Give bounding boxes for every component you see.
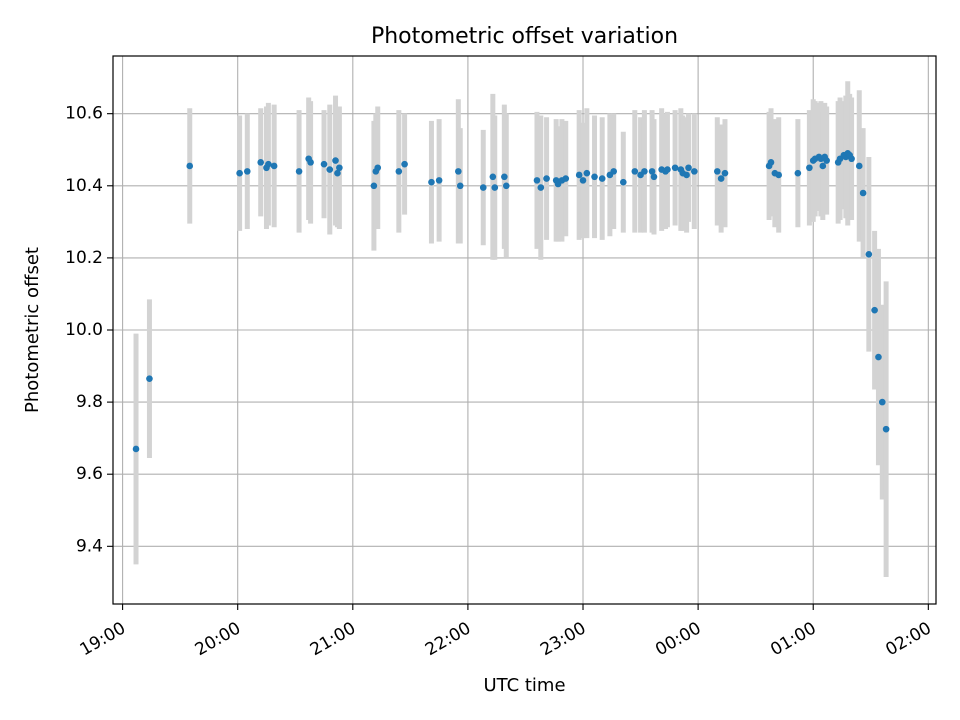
data-point xyxy=(859,189,867,197)
data-point xyxy=(664,166,671,173)
y-tick-label: 10.4 xyxy=(65,176,103,196)
data-point xyxy=(775,171,782,179)
y-tick-label: 9.6 xyxy=(76,464,103,484)
data-point xyxy=(878,398,886,406)
data-point xyxy=(875,353,882,361)
y-tick-label: 9.8 xyxy=(76,392,103,412)
data-point xyxy=(690,168,698,175)
data-point xyxy=(882,425,890,433)
data-point xyxy=(395,168,403,175)
data-point xyxy=(819,162,827,170)
data-point xyxy=(865,250,873,258)
data-point xyxy=(537,184,545,191)
data-point xyxy=(562,175,570,182)
data-point xyxy=(683,171,690,179)
data-points xyxy=(132,150,890,453)
y-tick-label: 10.6 xyxy=(65,104,103,124)
data-point xyxy=(648,168,656,175)
data-point xyxy=(243,168,251,175)
y-tick-label: 10.2 xyxy=(65,248,103,268)
data-point xyxy=(598,175,606,182)
y-axis-label: Photometric offset xyxy=(22,247,43,413)
data-point xyxy=(489,173,497,181)
data-point xyxy=(671,164,679,172)
x-axis-label: UTC time xyxy=(483,675,565,696)
data-point xyxy=(767,159,775,166)
data-point xyxy=(132,445,140,453)
data-point xyxy=(823,157,830,164)
data-point xyxy=(501,173,508,181)
data-point xyxy=(336,164,343,172)
data-point xyxy=(374,164,382,172)
data-point xyxy=(455,168,462,175)
data-point xyxy=(491,184,499,191)
data-point xyxy=(479,184,487,191)
data-point xyxy=(320,160,328,168)
data-point xyxy=(186,162,194,170)
data-point xyxy=(265,160,272,168)
data-point xyxy=(579,177,587,184)
data-point xyxy=(502,182,510,190)
data-point xyxy=(717,175,725,182)
data-point xyxy=(236,169,243,177)
data-point xyxy=(631,168,639,175)
data-point xyxy=(295,168,303,175)
data-point xyxy=(855,162,863,170)
data-point xyxy=(257,159,265,166)
data-point xyxy=(270,162,278,170)
data-point xyxy=(456,182,464,190)
data-point xyxy=(575,171,583,179)
data-point xyxy=(591,173,598,181)
data-point xyxy=(650,173,658,181)
data-point xyxy=(848,155,855,163)
data-point xyxy=(428,178,435,186)
data-point xyxy=(307,159,314,166)
data-point xyxy=(332,157,339,164)
data-point xyxy=(146,375,153,382)
data-point xyxy=(721,169,729,177)
data-point xyxy=(871,306,878,314)
data-point xyxy=(435,177,443,184)
grid-layer xyxy=(113,56,936,604)
data-point xyxy=(326,166,334,173)
data-point xyxy=(370,182,378,190)
data-point xyxy=(806,164,813,172)
data-point xyxy=(641,168,648,175)
data-point xyxy=(334,169,341,177)
data-point xyxy=(619,178,627,186)
y-axis-ticks: 9.4 9.6 9.8 10.0 10.2 10.4 10.6 xyxy=(65,104,113,556)
data-point xyxy=(714,168,721,175)
data-point xyxy=(685,164,692,172)
data-point xyxy=(794,169,802,177)
data-point xyxy=(543,175,550,182)
data-point xyxy=(610,168,618,175)
y-tick-label: 10.0 xyxy=(65,320,103,340)
data-point xyxy=(583,169,591,177)
chart-title: Photometric offset variation xyxy=(371,24,678,49)
data-point xyxy=(533,177,541,184)
y-tick-label: 9.4 xyxy=(76,536,103,556)
data-point xyxy=(401,160,408,168)
